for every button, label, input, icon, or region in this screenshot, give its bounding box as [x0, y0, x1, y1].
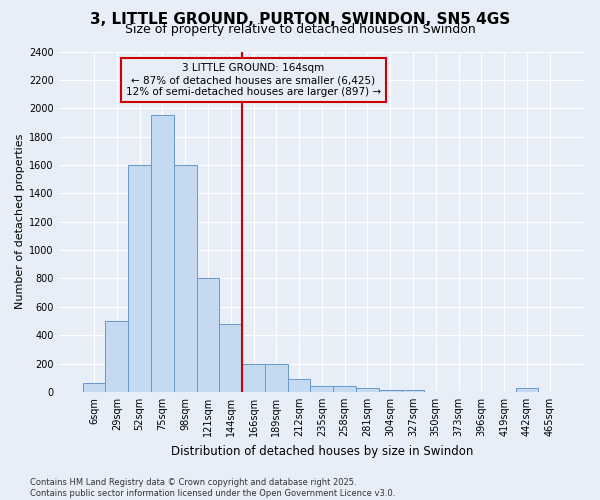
Bar — [151, 116, 174, 392]
Bar — [197, 278, 220, 392]
Text: Size of property relative to detached houses in Swindon: Size of property relative to detached ho… — [125, 22, 475, 36]
Bar — [220, 324, 242, 392]
Bar — [333, 386, 356, 392]
Bar — [310, 386, 333, 392]
Bar — [401, 390, 424, 392]
Bar — [379, 390, 401, 392]
Text: 3, LITTLE GROUND, PURTON, SWINDON, SN5 4GS: 3, LITTLE GROUND, PURTON, SWINDON, SN5 4… — [90, 12, 510, 28]
Bar — [356, 388, 379, 392]
Bar — [128, 165, 151, 392]
Y-axis label: Number of detached properties: Number of detached properties — [15, 134, 25, 310]
Bar — [515, 388, 538, 392]
Bar — [288, 379, 310, 392]
Text: 3 LITTLE GROUND: 164sqm
← 87% of detached houses are smaller (6,425)
12% of semi: 3 LITTLE GROUND: 164sqm ← 87% of detache… — [126, 64, 381, 96]
Bar — [242, 364, 265, 392]
Text: Contains HM Land Registry data © Crown copyright and database right 2025.
Contai: Contains HM Land Registry data © Crown c… — [30, 478, 395, 498]
Bar — [174, 165, 197, 392]
Bar — [106, 321, 128, 392]
X-axis label: Distribution of detached houses by size in Swindon: Distribution of detached houses by size … — [171, 444, 473, 458]
Bar — [83, 384, 106, 392]
Bar — [265, 364, 288, 392]
